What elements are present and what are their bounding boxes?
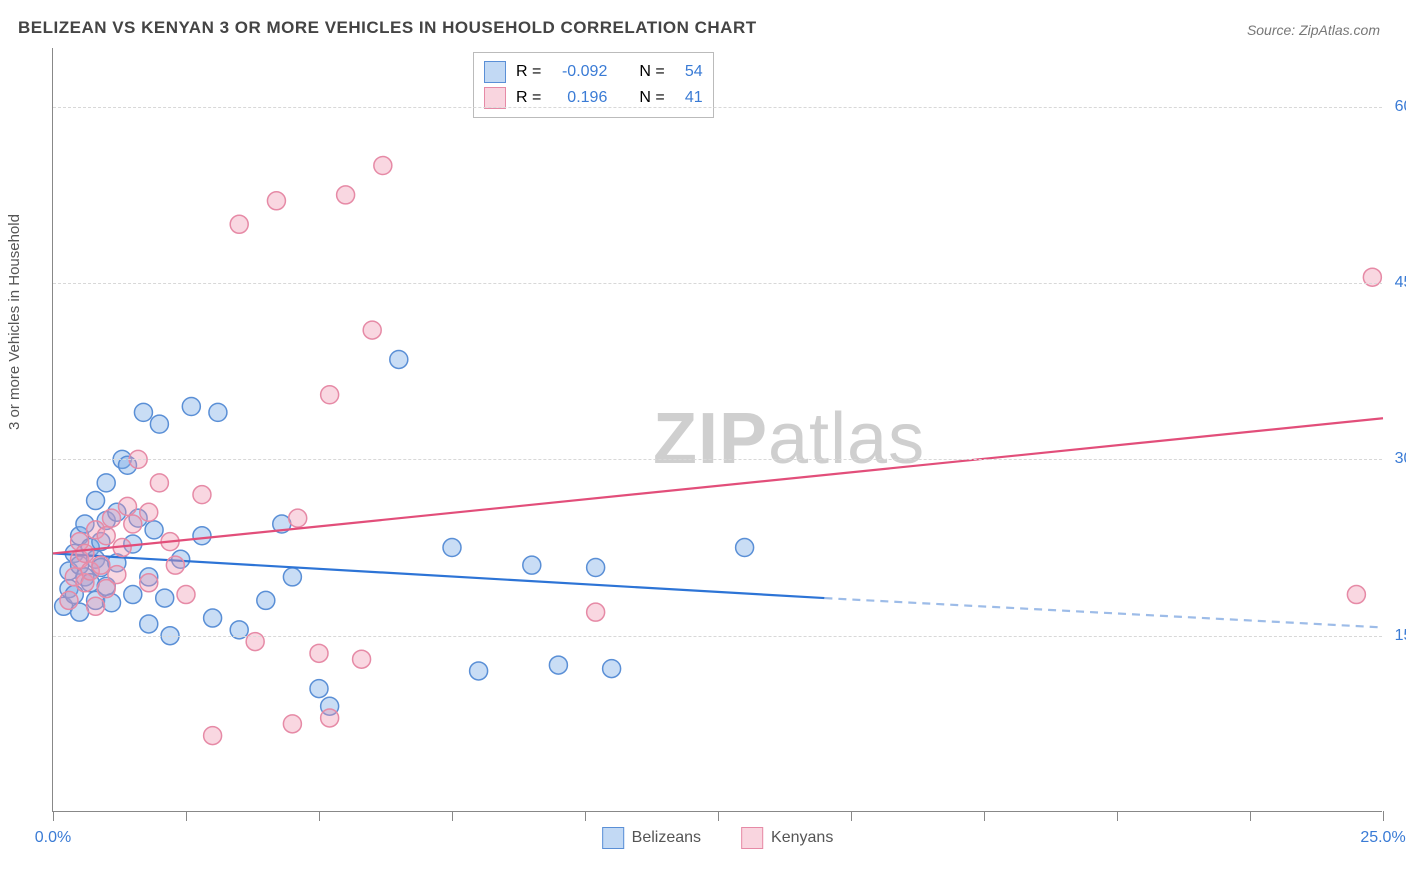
scatter-point-kenyans: [230, 215, 248, 233]
scatter-point-belizeans: [549, 656, 567, 674]
scatter-point-belizeans: [140, 615, 158, 633]
y-tick-label: 60.0%: [1395, 98, 1406, 116]
x-tick: [984, 811, 985, 821]
y-tick-label: 30.0%: [1395, 450, 1406, 468]
scatter-point-belizeans: [603, 660, 621, 678]
x-tick-label: 25.0%: [1360, 829, 1405, 847]
scatter-point-belizeans: [587, 559, 605, 577]
gridline: [53, 459, 1382, 460]
x-tick: [186, 811, 187, 821]
x-tick: [718, 811, 719, 821]
scatter-point-belizeans: [390, 350, 408, 368]
x-tick: [1250, 811, 1251, 821]
scatter-point-belizeans: [124, 586, 142, 604]
x-tick-label: 0.0%: [35, 829, 71, 847]
scatter-point-belizeans: [97, 474, 115, 492]
scatter-point-kenyans: [60, 591, 78, 609]
scatter-point-belizeans: [87, 492, 105, 510]
swatch-kenyans-icon: [741, 827, 763, 849]
plot-area: ZIPatlas R = -0.092 N = 54 R = 0.196 N =…: [52, 48, 1382, 812]
scatter-point-kenyans: [363, 321, 381, 339]
legend-label-belizeans: Belizeans: [632, 829, 701, 847]
gridline: [53, 283, 1382, 284]
y-axis-label: 3 or more Vehicles in Household: [6, 214, 23, 430]
scatter-point-belizeans: [310, 680, 328, 698]
scatter-point-belizeans: [470, 662, 488, 680]
scatter-point-kenyans: [166, 556, 184, 574]
scatter-point-kenyans: [92, 556, 110, 574]
scatter-point-belizeans: [443, 539, 461, 557]
scatter-point-belizeans: [193, 527, 211, 545]
scatter-point-kenyans: [204, 727, 222, 745]
scatter-point-kenyans: [267, 192, 285, 210]
scatter-point-kenyans: [289, 509, 307, 527]
legend-item-kenyans: Kenyans: [741, 827, 833, 849]
legend-label-kenyans: Kenyans: [771, 829, 833, 847]
scatter-point-belizeans: [156, 589, 174, 607]
scatter-point-belizeans: [145, 521, 163, 539]
scatter-point-kenyans: [87, 597, 105, 615]
scatter-point-belizeans: [150, 415, 168, 433]
legend-item-belizeans: Belizeans: [602, 827, 701, 849]
scatter-point-kenyans: [124, 515, 142, 533]
chart-title: BELIZEAN VS KENYAN 3 OR MORE VEHICLES IN…: [18, 18, 757, 38]
scatter-point-kenyans: [1347, 586, 1365, 604]
swatch-belizeans-icon: [602, 827, 624, 849]
scatter-point-kenyans: [374, 157, 392, 175]
scatter-point-belizeans: [736, 539, 754, 557]
scatter-point-kenyans: [587, 603, 605, 621]
scatter-point-belizeans: [209, 403, 227, 421]
x-tick: [53, 811, 54, 821]
y-tick-label: 15.0%: [1395, 627, 1406, 645]
scatter-point-belizeans: [134, 403, 152, 421]
scatter-point-kenyans: [310, 644, 328, 662]
scatter-point-belizeans: [257, 591, 275, 609]
legend-bottom: Belizeans Kenyans: [602, 827, 834, 849]
scatter-point-kenyans: [140, 574, 158, 592]
trendline-kenyans: [53, 418, 1383, 553]
scatter-point-belizeans: [283, 568, 301, 586]
scatter-point-kenyans: [140, 503, 158, 521]
scatter-point-kenyans: [283, 715, 301, 733]
scatter-point-belizeans: [182, 397, 200, 415]
scatter-point-kenyans: [103, 509, 121, 527]
scatter-point-kenyans: [353, 650, 371, 668]
scatter-svg: [53, 48, 1382, 811]
scatter-point-belizeans: [204, 609, 222, 627]
scatter-point-kenyans: [118, 497, 136, 515]
scatter-point-kenyans: [150, 474, 168, 492]
scatter-point-kenyans: [177, 586, 195, 604]
gridline: [53, 107, 1382, 108]
x-tick: [1117, 811, 1118, 821]
scatter-point-kenyans: [76, 544, 94, 562]
scatter-point-kenyans: [321, 709, 339, 727]
scatter-point-kenyans: [97, 527, 115, 545]
trendline-belizeans-extrapolated: [824, 598, 1383, 627]
scatter-point-kenyans: [108, 566, 126, 584]
scatter-point-kenyans: [193, 486, 211, 504]
x-tick: [851, 811, 852, 821]
x-tick: [319, 811, 320, 821]
x-tick: [452, 811, 453, 821]
scatter-point-kenyans: [337, 186, 355, 204]
scatter-point-belizeans: [523, 556, 541, 574]
x-tick: [1383, 811, 1384, 821]
y-tick-label: 45.0%: [1395, 274, 1406, 292]
gridline: [53, 636, 1382, 637]
source-attribution: Source: ZipAtlas.com: [1247, 22, 1380, 38]
scatter-point-kenyans: [321, 386, 339, 404]
x-tick: [585, 811, 586, 821]
